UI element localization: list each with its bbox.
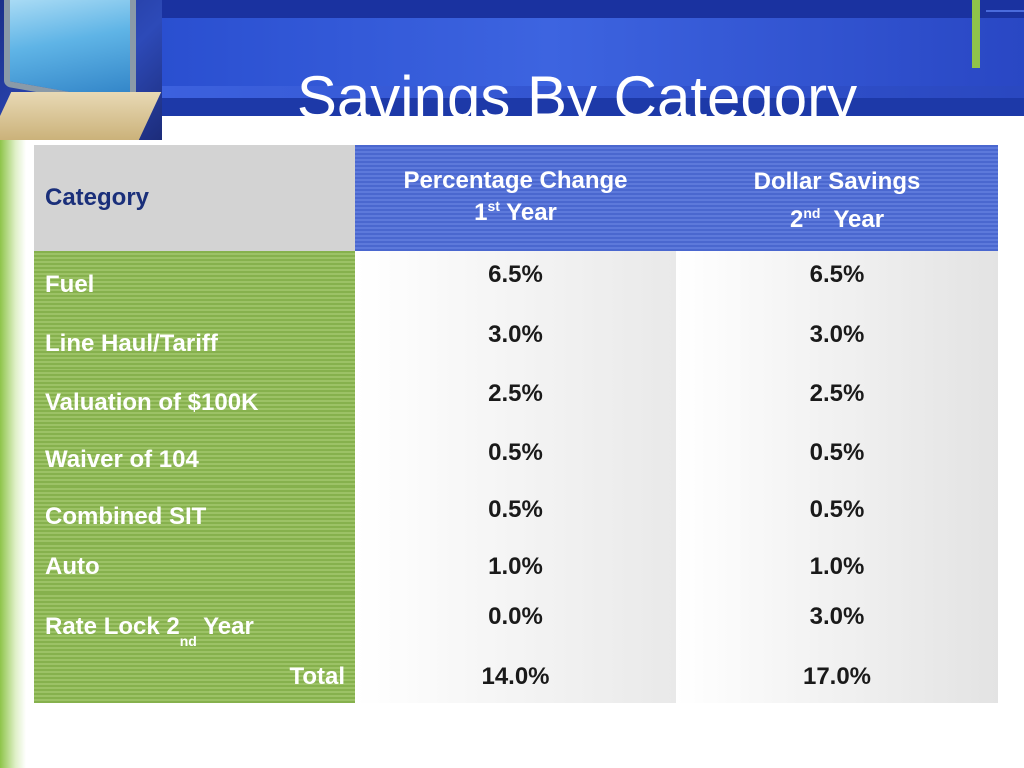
table-row: Combined SIT 0.5% 0.5% (34, 486, 998, 543)
green-accent-bar (972, 0, 980, 68)
monitor-base (0, 92, 162, 140)
header-col1-rest: Year (499, 199, 557, 226)
header-col1-sup: st (487, 198, 500, 214)
row-category-post: Year (196, 613, 254, 640)
header-col1-line2: 1st Year (355, 197, 676, 229)
savings-table: Category Percentage Change 1st Year Doll… (34, 145, 998, 703)
computer-monitor-image (0, 0, 162, 140)
header-percentage-change: Percentage Change 1st Year (355, 145, 676, 251)
header-col2-num: 2 (789, 206, 804, 233)
table-row: Valuation of $100K 2.5% 2.5% (34, 370, 998, 429)
row-dollar: 3.0% (676, 593, 998, 653)
row-category-pre: Rate Lock 2 (45, 613, 180, 640)
header-dollar-savings: Dollar Savings 2nd Year (676, 145, 998, 251)
total-percentage: 14.0% (355, 653, 676, 703)
header-col2-rest: Year (820, 206, 885, 233)
row-category: Auto (34, 543, 355, 593)
row-percentage: 2.5% (355, 370, 676, 429)
table-row: Auto 1.0% 1.0% (34, 543, 998, 593)
row-percentage: 6.5% (355, 251, 676, 311)
table-row: Line Haul/Tariff 3.0% 3.0% (34, 311, 998, 370)
row-percentage: 3.0% (355, 311, 676, 370)
left-green-stripe (0, 140, 26, 768)
header-col1-line1: Percentage Change (403, 167, 628, 194)
header-title-band (160, 18, 1024, 98)
row-category: Waiver of 104 (34, 429, 355, 486)
blue-accent-line (986, 10, 1024, 12)
row-category: Valuation of $100K (34, 370, 355, 429)
row-percentage: 0.0% (355, 593, 676, 653)
row-dollar: 3.0% (676, 311, 998, 370)
total-label: Total (34, 653, 355, 703)
table-header-row: Category Percentage Change 1st Year Doll… (34, 145, 998, 251)
header-col2-line1: Dollar Savings (753, 168, 921, 195)
header-col1-num: 1 (474, 199, 488, 226)
header-top-strip (160, 0, 1024, 18)
row-category: Line Haul/Tariff (34, 311, 355, 370)
table-row: Fuel 6.5% 6.5% (34, 251, 998, 311)
row-percentage: 0.5% (355, 429, 676, 486)
row-dollar: 0.5% (676, 486, 998, 543)
row-dollar: 0.5% (676, 429, 998, 486)
header-lower-strip (160, 86, 1024, 98)
total-dollar: 17.0% (676, 653, 998, 703)
row-percentage: 0.5% (355, 486, 676, 543)
header-category: Category (34, 145, 355, 251)
header-col2-sup: nd (803, 205, 821, 221)
header-col2-line2: 2nd Year (676, 201, 998, 239)
table-row: Waiver of 104 0.5% 0.5% (34, 429, 998, 486)
slide-title: Savings By Category (296, 64, 858, 132)
row-dollar: 1.0% (676, 543, 998, 593)
row-category: Fuel (34, 251, 355, 311)
row-percentage: 1.0% (355, 543, 676, 593)
table-total-row: Total 14.0% 17.0% (34, 653, 998, 703)
row-category: Combined SIT (34, 486, 355, 543)
row-dollar: 2.5% (676, 370, 998, 429)
row-dollar: 6.5% (676, 251, 998, 311)
